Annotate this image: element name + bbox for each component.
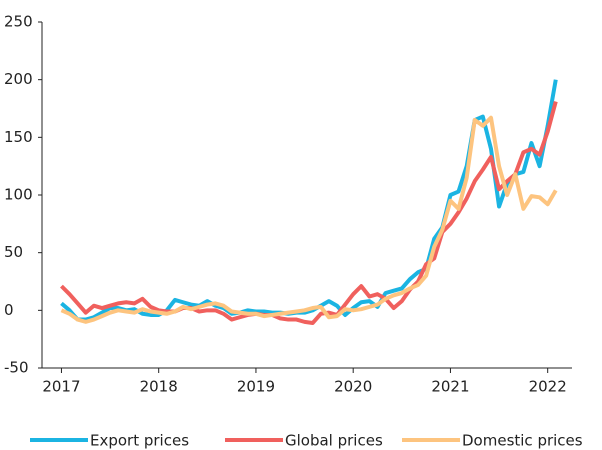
x-tick-label: 2017 [42, 378, 80, 396]
legend-label: Global prices [285, 432, 383, 450]
x-tick-label: 2021 [431, 378, 469, 396]
legend-label: Domestic prices [462, 432, 583, 450]
legend-label: Export prices [90, 432, 189, 450]
y-tick-label: 150 [4, 128, 33, 146]
x-tick-label: 2022 [529, 378, 567, 396]
y-tick-label: -50 [4, 359, 29, 377]
y-tick-label: 0 [4, 301, 14, 319]
series-line [60, 115, 558, 324]
y-tick-label: 100 [4, 186, 33, 204]
x-tick-label: 2020 [334, 378, 372, 396]
series-line [60, 101, 558, 326]
x-tick-label: 2019 [237, 378, 275, 396]
x-tick-label: 2018 [140, 378, 178, 396]
y-tick-label: 50 [4, 243, 23, 261]
y-tick-label: 200 [4, 70, 33, 88]
series-line [60, 79, 558, 322]
y-tick-label: 250 [4, 13, 33, 31]
